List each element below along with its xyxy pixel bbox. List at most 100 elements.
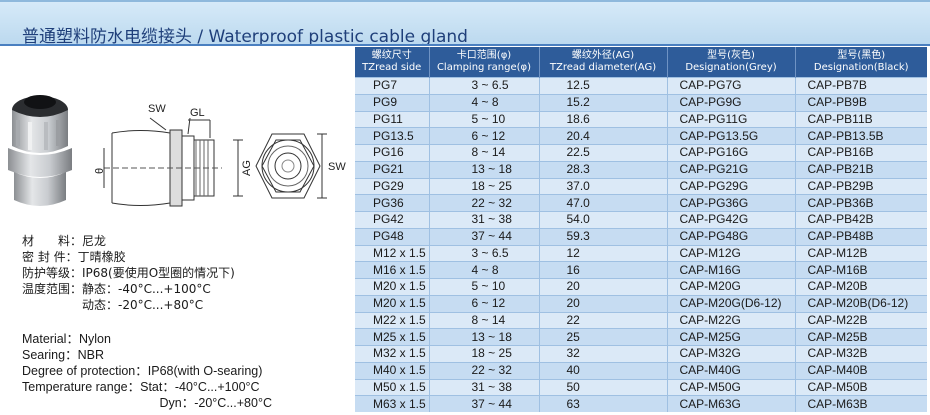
table-row: M22 x 1.5 8 ~ 14 22 CAP-M22G CAP-M22B [355,311,927,329]
cell-designation-black: CAP-M20B [794,278,927,296]
cell-clamping-range: 4 ~ 8 [428,261,539,279]
cell-designation-grey: CAP-PG7G [666,77,795,95]
cell-thread-side: PG7 [355,77,429,95]
specs-chinese: 材 料：尼龙 密 封 件：丁晴橡胶 防护等级：IP68(要使用O型圈的情况下) … [22,233,235,313]
table-row: M12 x 1.5 3 ~ 6.5 12 CAP-M12G CAP-M12B [355,244,927,262]
cell-thread-side: M22 x 1.5 [355,311,429,329]
spec-en-line: Temperature range：Stat：-40°C...+100°C [22,380,260,394]
diagram-label-sw2: SW [328,161,346,173]
cell-thread-side: M16 x 1.5 [355,261,429,279]
cell-thread-diameter: 20 [538,278,667,296]
cell-designation-grey: CAP-PG13.5G [666,127,795,145]
spec-cn-line: 材 料：尼龙 [22,234,107,248]
cell-thread-side: PG42 [355,211,429,229]
cell-designation-black: CAP-PB11B [794,110,927,128]
cell-thread-diameter: 40 [538,361,667,379]
header-thread-side: 螺纹尺寸 TZread side [355,47,429,78]
table-row: PG16 8 ~ 14 22.5 CAP-PG16G CAP-PB16B [355,144,927,162]
cell-clamping-range: 22 ~ 32 [428,361,539,379]
cell-thread-side: PG21 [355,160,429,178]
cell-designation-black: CAP-M50B [794,378,927,396]
header-thread-diameter: 螺纹外径(AG) TZread diameter(AG) [538,47,667,78]
cell-thread-diameter: 59.3 [538,227,667,245]
table-row: PG7 3 ~ 6.5 12.5 CAP-PG7G CAP-PB7B [355,77,927,95]
spec-en-line: Material：Nylon [22,332,111,346]
cell-thread-diameter: 20 [538,294,667,312]
table-row: PG29 18 ~ 25 37.0 CAP-PG29G CAP-PB29B [355,177,927,195]
cell-designation-grey: CAP-M20G(D6-12) [666,294,795,312]
cell-designation-grey: CAP-M25G [666,328,795,346]
cell-designation-black: CAP-M12B [794,244,927,262]
cell-designation-grey: CAP-PG11G [666,110,795,128]
cell-thread-diameter: 32 [538,345,667,363]
table-row: PG42 31 ~ 38 54.0 CAP-PG42G CAP-PB42B [355,211,927,229]
cell-clamping-range: 31 ~ 38 [428,378,539,396]
cell-thread-diameter: 20.4 [538,127,667,145]
cell-clamping-range: 22 ~ 32 [428,194,539,212]
cell-designation-grey: CAP-PG16G [666,144,795,162]
cell-thread-diameter: 18.6 [538,110,667,128]
spec-cn-line: 温度范围：静态：-40°C...+100°C [22,282,211,296]
specs-english: Material：Nylon Searing：NBR Degree of pro… [22,331,272,411]
cell-designation-black: CAP-PB9B [794,93,927,111]
cell-clamping-range: 5 ~ 10 [428,110,539,128]
table-row: M40 x 1.5 22 ~ 32 40 CAP-M40G CAP-M40B [355,361,927,379]
table-body: PG7 3 ~ 6.5 12.5 CAP-PG7G CAP-PB7B PG9 4 ~ 8 15… [355,77,927,412]
page-title: 普通塑料防水电缆接头 / Waterproof plastic cable gl… [22,27,468,47]
cell-designation-black: CAP-PB48B [794,227,927,245]
cell-thread-side: M25 x 1.5 [355,328,429,346]
gland-side-view [103,117,243,207]
cell-clamping-range: 37 ~ 44 [428,227,539,245]
cell-thread-side: M40 x 1.5 [355,361,429,379]
table-row: M32 x 1.5 18 ~ 25 32 CAP-M32G CAP-M32B [355,345,927,363]
cell-thread-side: PG48 [355,227,429,245]
cell-designation-grey: CAP-M63G [666,395,795,412]
cell-designation-grey: CAP-PG42G [666,211,795,229]
cell-clamping-range: 13 ~ 18 [428,328,539,346]
cell-clamping-range: 13 ~ 18 [428,160,539,178]
spec-en-line: Searing：NBR [22,348,104,362]
table-row: PG21 13 ~ 18 28.3 CAP-PG21G CAP-PB21B [355,160,927,178]
cell-thread-side: PG36 [355,194,429,212]
cell-thread-diameter: 16 [538,261,667,279]
gland-photo [8,95,72,206]
spec-table: 螺纹尺寸 TZread side 卡口范围(φ) Clamping range(φ)… [355,47,927,412]
cell-designation-black: CAP-M32B [794,345,927,363]
cell-designation-black: CAP-PB7B [794,77,927,95]
cell-thread-diameter: 54.0 [538,211,667,229]
cell-designation-black: CAP-PB29B [794,177,927,195]
cell-thread-diameter: 63 [538,395,667,412]
cell-designation-grey: CAP-PG29G [666,177,795,195]
cell-designation-black: CAP-PB42B [794,211,927,229]
cell-clamping-range: 6 ~ 12 [428,127,539,145]
table-row: M63 x 1.5 37 ~ 44 63 CAP-M63G CAP-M63B [355,395,927,412]
table-header-row: 螺纹尺寸 TZread side 卡口范围(φ) Clamping range(φ)… [355,47,927,78]
spec-cn-line: 密 封 件：丁晴橡胶 [22,250,126,264]
cell-designation-black: CAP-PB21B [794,160,927,178]
cell-designation-grey: CAP-PG21G [666,160,795,178]
cable-gland-illustration: SW GL θ AG SW [8,95,346,207]
cell-designation-grey: CAP-PG36G [666,194,795,212]
cell-thread-diameter: 12.5 [538,77,667,95]
title-divider [0,44,930,46]
cell-thread-side: M63 x 1.5 [355,395,429,412]
cell-clamping-range: 3 ~ 6.5 [428,244,539,262]
table-row: M25 x 1.5 13 ~ 18 25 CAP-M25G CAP-M25B [355,328,927,346]
cell-designation-grey: CAP-M50G [666,378,795,396]
cell-clamping-range: 31 ~ 38 [428,211,539,229]
cell-thread-side: M50 x 1.5 [355,378,429,396]
cell-designation-grey: CAP-M32G [666,345,795,363]
cell-designation-grey: CAP-PG48G [666,227,795,245]
cell-clamping-range: 18 ~ 25 [428,177,539,195]
diagram-label-ag: AG [241,160,253,176]
spec-en-line: Degree of protection：IP68(with O-searing… [22,364,263,378]
cell-designation-grey: CAP-M12G [666,244,795,262]
cell-thread-diameter: 15.2 [538,93,667,111]
cell-designation-grey: CAP-M40G [666,361,795,379]
cell-thread-side: PG11 [355,110,429,128]
cell-clamping-range: 4 ~ 8 [428,93,539,111]
spec-en-line: Dyn：-20°C...+80°C [22,396,272,410]
cell-clamping-range: 5 ~ 10 [428,278,539,296]
cell-designation-black: CAP-M63B [794,395,927,412]
cell-thread-diameter: 12 [538,244,667,262]
